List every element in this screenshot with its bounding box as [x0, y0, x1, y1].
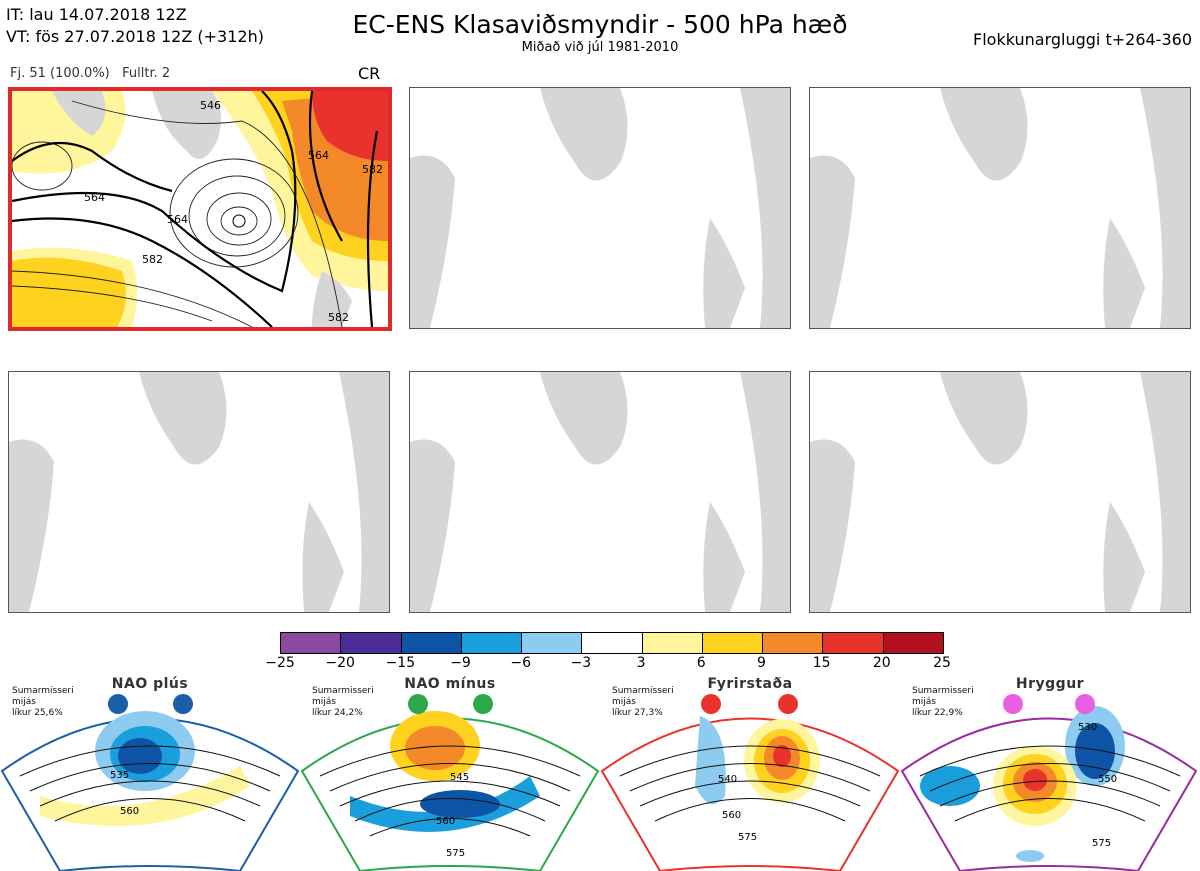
color-scale-tick: −9	[450, 655, 471, 671]
page-title: EC-ENS Klasaviðsmyndir - 500 hPa hæð	[352, 10, 848, 39]
regime-season: Sumarmisseri mijás líkur 27,3%	[612, 686, 674, 718]
regime-map-nao-plus: 535 560	[0, 694, 300, 871]
color-scale-cell	[763, 633, 824, 653]
contour-label: 564	[84, 191, 105, 204]
svg-text:575: 575	[738, 832, 757, 843]
svg-text:575: 575	[1092, 838, 1111, 849]
cluster-panel-6[interactable]	[809, 371, 1191, 613]
color-scale-tick: −15	[385, 655, 416, 671]
svg-text:575: 575	[446, 848, 465, 859]
color-scale-tick: −25	[265, 655, 295, 671]
color-scale-cell	[341, 633, 402, 653]
contour-label: 546	[200, 99, 221, 112]
color-scale-tick: −6	[510, 655, 532, 671]
empty-map-2	[410, 88, 790, 328]
regime-map-blocking: 540 560 575	[600, 694, 900, 871]
regime-map-nao-minus: 545 560 575	[300, 694, 600, 871]
color-scale-tick: 25	[933, 655, 951, 671]
init-time: IT: lau 14.07.2018 12Z	[6, 5, 187, 24]
color-scale	[280, 632, 944, 654]
cluster-panel-3[interactable]	[809, 87, 1191, 329]
regime-name: NAO mínus	[404, 676, 496, 692]
color-scale-cell	[582, 633, 643, 653]
regime-code: CR	[358, 64, 381, 83]
regime-nao-plus: NAO plús Sumarmisseri mijás líkur 25,6% 53…	[0, 676, 300, 871]
color-scale-cell	[522, 633, 583, 653]
color-scale-ticks: −25 −20 −15 −9 −6 −3 3 6 9 15 20 25	[260, 655, 962, 673]
contour-label: 582	[142, 253, 163, 266]
svg-text:535: 535	[110, 770, 129, 781]
color-scale-cell	[823, 633, 884, 653]
regime-name: Fyrirstaða	[707, 676, 793, 692]
cluster-panel-2[interactable]	[409, 87, 791, 329]
cluster-map-1: 564 564 564 582 582 582 546	[12, 91, 388, 327]
color-scale-tick: 6	[696, 655, 706, 671]
svg-text:560: 560	[120, 806, 139, 817]
member-count: Fj. 51 (100.0%)	[10, 66, 110, 81]
cluster-panel-5[interactable]	[409, 371, 791, 613]
contour-label: 564	[167, 213, 188, 226]
classification-window: Flokkunargluggi t+264-360	[973, 30, 1192, 49]
cluster-panel-4[interactable]	[8, 371, 390, 613]
color-scale-tick: 15	[812, 655, 831, 671]
color-scale-tick: −3	[570, 655, 592, 671]
color-scale-cell	[642, 633, 703, 653]
valid-time: VT: fös 27.07.2018 12Z (+312h)	[6, 27, 264, 46]
empty-map-5	[410, 372, 790, 612]
regime-map-ridge: 530 550 575	[900, 694, 1198, 871]
regime-season: Sumarmisseri mijás líkur 24,2%	[312, 686, 374, 718]
contour-label: 564	[308, 149, 329, 162]
cluster-panel-1[interactable]: 564 564 564 582 582 582 546	[8, 87, 392, 331]
regime-blocking: Fyrirstaða Sumarmisseri mijás líkur 27,3% …	[600, 676, 900, 871]
color-scale-tick: 9	[756, 655, 766, 671]
regime-name: NAO plús	[111, 676, 189, 692]
regime-name: Hryggur	[1015, 676, 1085, 692]
color-scale-cell	[281, 633, 342, 653]
color-scale-tick: 3	[636, 655, 646, 671]
color-scale-cell	[883, 633, 943, 653]
representative-member: Fulltr. 2	[122, 66, 171, 81]
regime-season: Sumarmisseri mijás líkur 22,9%	[912, 686, 974, 718]
contour-label: 582	[362, 163, 383, 176]
svg-text:540: 540	[718, 774, 737, 785]
contour-label: 582	[328, 311, 349, 324]
svg-text:550: 550	[1098, 774, 1117, 785]
svg-text:545: 545	[450, 772, 469, 783]
empty-map-3	[810, 88, 1190, 328]
svg-text:530: 530	[1078, 722, 1097, 733]
color-scale-cell	[401, 633, 462, 653]
color-scale-cell	[702, 633, 764, 653]
page-subtitle: Miðað við júl 1981-2010	[521, 40, 679, 55]
color-scale-cell	[461, 633, 523, 653]
empty-map-6	[810, 372, 1190, 612]
regime-ridge: Hryggur Sumarmisseri mijás líkur 22,9% 530…	[900, 676, 1200, 871]
color-scale-tick: 20	[872, 655, 891, 671]
header-init-times: IT: lau 14.07.2018 12Z VT: fös 27.07.201…	[6, 4, 264, 48]
svg-text:560: 560	[722, 810, 741, 821]
svg-text:560: 560	[436, 816, 455, 827]
regime-season: Sumarmisseri mijás líkur 25,6%	[12, 686, 74, 718]
color-scale-tick: −20	[325, 655, 355, 671]
regime-nao-minus: NAO mínus Sumarmisseri mijás líkur 24,2% 5…	[300, 676, 600, 871]
panel1-info: Fj. 51 (100.0%) Fulltr. 2	[10, 66, 170, 81]
empty-map-4	[9, 372, 389, 612]
